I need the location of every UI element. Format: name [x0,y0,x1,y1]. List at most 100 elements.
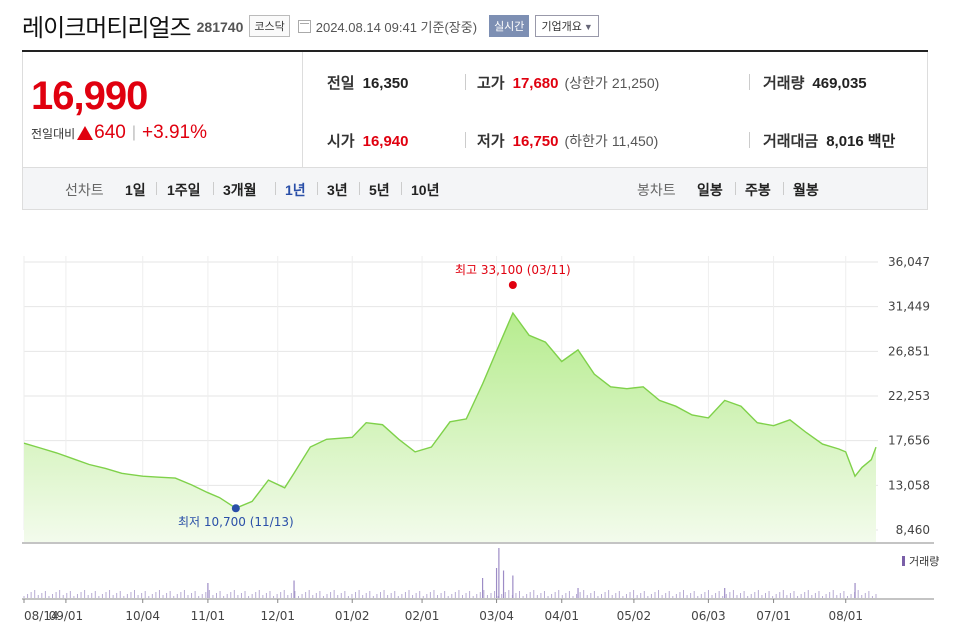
candle-daily[interactable]: 일봉 [697,182,723,198]
current-price: 16,990 [31,74,148,118]
amount-unit: 백만 [867,133,896,150]
prev-close-label: 전일 [327,75,355,92]
open-value: 16,940 [362,133,409,150]
volume-value: 469,035 [812,75,867,92]
period-separator [213,182,214,195]
change-label: 전일대비 [31,126,76,141]
period-1d[interactable]: 1일 [125,182,146,198]
stat-prev-close: 전일 16,350 [327,72,409,93]
x-tick-label: 12/01 [260,609,295,623]
period-separator [359,182,360,195]
stat-amount: 거래대금 8,016 백만 [763,130,895,151]
price-line [23,311,877,509]
lower-limit-value: 11,450) [611,133,659,149]
x-tick-label: 05/02 [617,609,652,623]
upper-limit-value: 21,250) [611,75,660,91]
stock-code: 281740 [196,19,244,35]
period-1w[interactable]: 1주일 [167,182,201,198]
high-annotation: 최고 33,100 (03/11) [455,263,571,277]
price-panel: 16,990 전일대비 640 | +3.91% [23,52,303,167]
volume-label: 거래량 [763,75,805,92]
y-tick-label: 17,656 [888,434,930,448]
price-area [24,313,876,542]
period-separator [783,182,784,195]
x-tick-label: 09/01 [49,609,84,623]
company-name[interactable]: 레이크머티리얼즈 [22,13,192,42]
period-separator [156,182,157,195]
up-arrow-icon [77,126,94,140]
period-bar: 선차트 1일 1주일 3개월 1년 3년 5년 10년 봉차트 일봉 주봉 월봉 [22,168,928,210]
candle-chart-label: 봉차트 [637,182,676,198]
low-label: 저가 [477,133,505,150]
stat-divider [465,132,466,148]
upper-limit-label: (상한가 [564,75,608,91]
candle-monthly[interactable]: 월봉 [793,182,819,198]
amount-label: 거래대금 [763,133,819,150]
x-tick-label: 11/01 [191,609,226,623]
y-tick-label: 8,460 [896,523,930,537]
company-info-label: 기업개요 [541,21,582,33]
y-tick-label: 26,851 [888,344,930,358]
period-separator [401,182,402,195]
x-tick-label: 06/03 [691,609,726,623]
y-tick-label: 22,253 [888,389,930,403]
line-chart-label: 선차트 [65,182,104,198]
x-tick-label: 10/04 [125,609,160,623]
x-tick-label: 01/02 [335,609,370,623]
amount-value: 8,016 [826,133,864,150]
change-abs: 640 [94,122,126,143]
x-tick-label: 07/01 [756,609,791,623]
period-separator [317,182,318,195]
x-tick-label: 08/01 [828,609,863,623]
calendar-icon [297,20,311,33]
stat-divider [749,132,750,148]
low-annotation: 최저 10,700 (11/13) [178,515,294,529]
period-5y[interactable]: 5년 [369,182,390,198]
stock-header: 레이크머티리얼즈 281740 코스닥 2024.08.14 09:41 기준(… [22,8,599,42]
x-tick-label: 03/04 [479,609,514,623]
y-axis: 36,047 31,449 26,851 22,253 17,656 13,058 8,46… [888,255,930,537]
header-divider [22,50,928,52]
stat-low: 저가 16,750 (하한가 11,450) [477,130,658,151]
x-tick-label: 04/01 [544,609,579,623]
prev-close-value: 16,350 [362,75,409,92]
high-value: 17,680 [512,75,559,92]
change-row: 전일대비 640 | +3.91% [31,122,207,144]
low-marker [231,504,240,513]
x-tick-label: 02/01 [405,609,440,623]
separator: | [131,124,137,141]
y-tick-label: 31,449 [888,300,930,314]
change-pct: +3.91% [142,122,208,143]
period-1y[interactable]: 1년 [285,182,306,198]
market-badge: 코스닥 [249,15,290,37]
x-tick-label: 08/14 [24,609,59,623]
timestamp: 2024.08.14 09:41 기준(장중) [315,20,478,35]
volume-chart [22,548,934,600]
high-label: 고가 [477,75,505,92]
quote-box: 16,990 전일대비 640 | +3.91% 전일 16,350 고가 17… [22,52,928,168]
y-tick-label: 13,058 [888,478,930,492]
candle-weekly[interactable]: 주봉 [745,182,771,198]
company-info-button[interactable]: 기업개요 ▼ [535,15,599,37]
period-separator [275,182,276,195]
period-3y[interactable]: 3년 [327,182,348,198]
stat-volume: 거래량 469,035 [763,72,867,93]
chevron-down-icon: ▼ [583,22,593,32]
stat-divider [749,74,750,90]
volume-legend-swatch [902,556,905,566]
period-separator [735,182,736,195]
stat-open: 시가 16,940 [327,130,409,151]
y-tick-label: 36,047 [888,255,930,269]
lower-limit-label: (하한가 [564,133,608,149]
stat-divider [465,74,466,90]
realtime-button[interactable]: 실시간 [489,15,530,37]
open-label: 시가 [327,133,355,150]
low-value: 16,750 [512,133,559,150]
high-marker [508,281,517,289]
period-3m[interactable]: 3개월 [223,182,257,198]
stat-high: 고가 17,680 (상한가 21,250) [477,72,659,93]
volume-legend: 거래량 [909,555,939,568]
period-10y[interactable]: 10년 [411,182,440,198]
